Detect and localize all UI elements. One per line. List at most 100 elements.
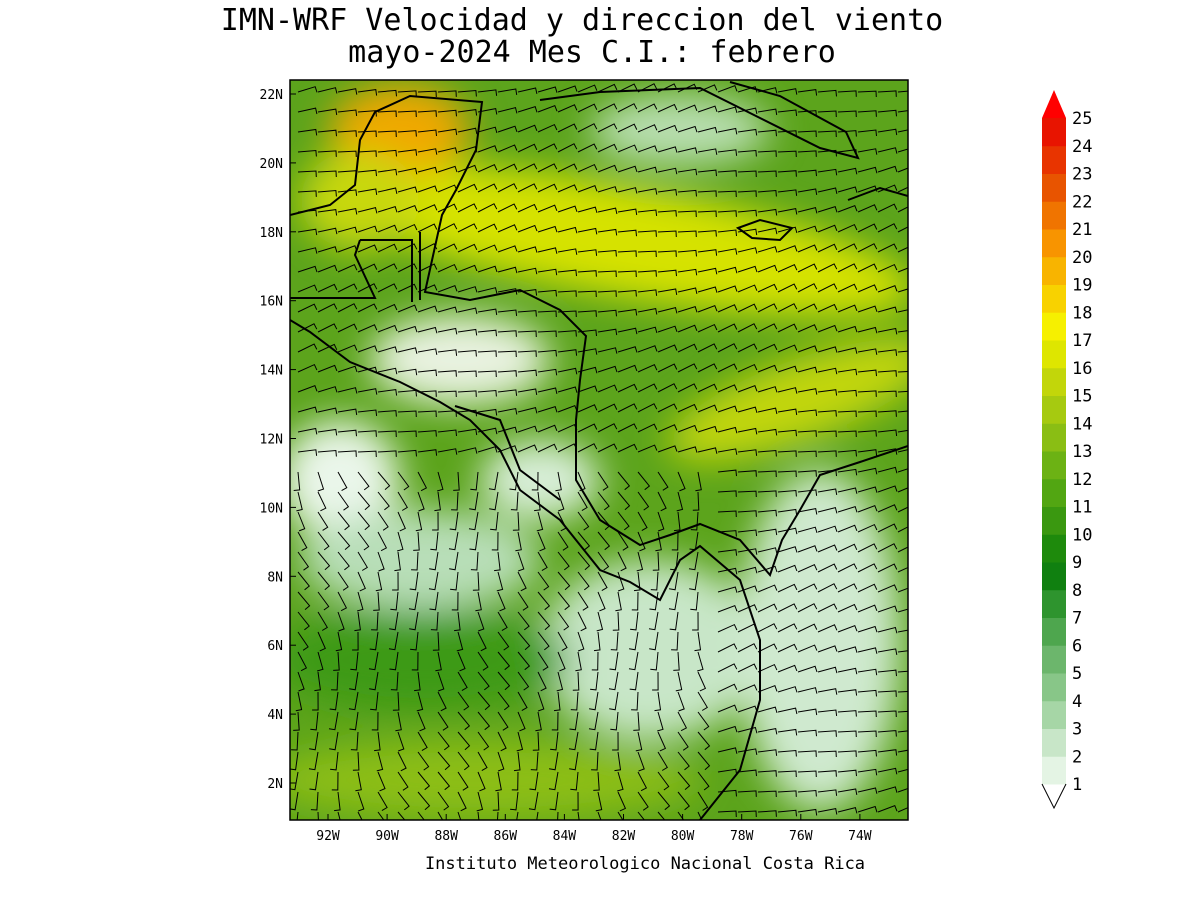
- barb: [777, 623, 798, 633]
- barb: [737, 228, 758, 236]
- barb: [857, 625, 878, 633]
- colorbar-label: 2: [1072, 747, 1082, 767]
- barb: [557, 423, 578, 433]
- barb: [897, 110, 908, 113]
- barb: [577, 404, 598, 413]
- barb: [517, 551, 525, 572]
- barb: [857, 326, 878, 334]
- barb: [437, 671, 445, 692]
- barb: [757, 386, 778, 393]
- barb: [817, 89, 837, 97]
- barb: [777, 150, 797, 158]
- barb: [650, 571, 659, 591]
- barb: [737, 790, 757, 797]
- lon-label: 84W: [553, 829, 577, 844]
- barb: [577, 310, 597, 317]
- barb: [637, 383, 658, 393]
- barb: [517, 611, 530, 631]
- barb: [777, 489, 797, 497]
- barb: [477, 126, 498, 134]
- barb: [516, 811, 519, 820]
- barb: [377, 367, 398, 375]
- barb: [537, 247, 558, 254]
- colorbar-box: [1042, 589, 1066, 618]
- lat-label: 20N: [260, 157, 283, 172]
- barb: [536, 811, 539, 820]
- barb: [357, 263, 378, 273]
- barb: [717, 768, 738, 776]
- barb: [717, 604, 738, 613]
- barb: [331, 671, 339, 691]
- barb: [591, 651, 599, 671]
- barb: [817, 525, 838, 533]
- barb: [630, 611, 639, 631]
- colorbar-label: 24: [1072, 137, 1092, 157]
- barb: [777, 303, 798, 313]
- barb: [395, 711, 402, 732]
- map: [290, 80, 908, 820]
- barb: [717, 266, 738, 274]
- barb: [677, 104, 698, 113]
- barb: [877, 448, 898, 455]
- barb: [557, 631, 568, 652]
- barb: [457, 409, 477, 417]
- barb: [757, 584, 778, 593]
- barb: [837, 563, 858, 573]
- colorbar-label: 20: [1072, 248, 1092, 268]
- barb: [817, 563, 838, 573]
- barb: [897, 167, 908, 173]
- barb: [334, 791, 341, 812]
- barb: [657, 250, 677, 257]
- barb: [857, 410, 877, 418]
- barb: [673, 511, 681, 532]
- barb: [837, 347, 858, 354]
- barb: [337, 189, 358, 196]
- barb: [297, 323, 318, 333]
- barb: [637, 364, 658, 373]
- barb: [350, 731, 359, 751]
- barb: [557, 611, 570, 631]
- barb: [317, 246, 338, 253]
- barb: [577, 511, 590, 531]
- barb: [617, 208, 638, 216]
- barb: [417, 811, 425, 820]
- barb: [517, 330, 537, 338]
- barb: [757, 343, 778, 353]
- barb: [697, 286, 718, 293]
- barb: [657, 306, 678, 314]
- barb: [337, 264, 358, 273]
- colorbar-label: 7: [1072, 609, 1082, 629]
- barb: [457, 771, 469, 791]
- barb: [757, 449, 777, 457]
- barb: [416, 691, 424, 712]
- barb: [657, 230, 677, 238]
- barb: [437, 128, 458, 136]
- barb: [497, 731, 507, 752]
- barb: [329, 691, 339, 711]
- barb: [513, 751, 521, 772]
- barb: [597, 164, 618, 173]
- barb: [757, 790, 777, 798]
- barb: [737, 385, 758, 393]
- barb: [877, 690, 897, 697]
- barb: [537, 268, 558, 276]
- barb: [797, 603, 818, 613]
- barb: [497, 389, 518, 396]
- barb: [537, 591, 551, 611]
- barb: [308, 751, 319, 771]
- barb: [589, 691, 599, 711]
- barb: [530, 751, 539, 771]
- barb: [537, 387, 558, 395]
- colorbar-box: [1042, 673, 1066, 702]
- barb: [417, 129, 437, 137]
- barb: [374, 731, 381, 752]
- barb: [529, 771, 539, 791]
- barb: [857, 523, 878, 533]
- barb: [537, 104, 558, 113]
- barb: [397, 263, 418, 273]
- barb: [797, 545, 818, 553]
- barb: [477, 671, 490, 691]
- barb: [577, 443, 598, 453]
- barb: [377, 531, 388, 552]
- barb: [677, 811, 685, 820]
